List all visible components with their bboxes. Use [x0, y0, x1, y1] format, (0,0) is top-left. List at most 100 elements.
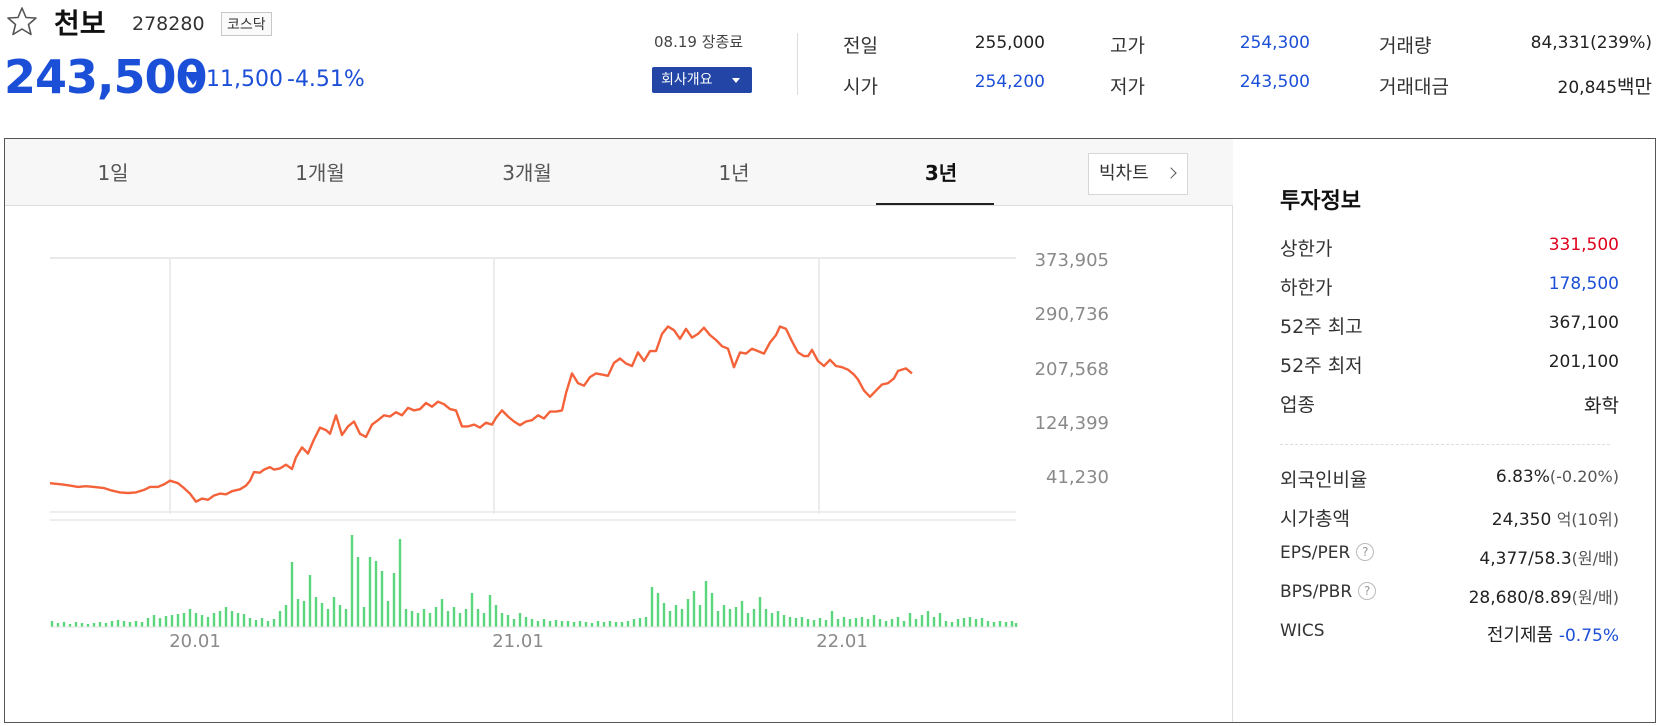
foreign-ratio-change: (-0.20%) [1549, 467, 1619, 486]
volume-bar [596, 621, 600, 627]
volume-bar [968, 617, 972, 627]
header-divider [797, 33, 798, 95]
volume-bar [554, 620, 558, 627]
volume-bar [140, 622, 144, 627]
volume-bar [812, 620, 816, 627]
foreign-ratio-label: 외국인비율 [1280, 469, 1368, 491]
price-line [49, 325, 913, 503]
volume-bar [188, 609, 192, 627]
volume-bar [230, 611, 234, 627]
volume-bar [1004, 622, 1008, 627]
favorite-star-icon[interactable] [6, 6, 38, 36]
volume-bar [482, 613, 486, 627]
volume-bar [932, 617, 936, 627]
volume-bar [236, 613, 240, 627]
tab-1y[interactable]: 1년 [718, 161, 750, 185]
volume-bar [944, 621, 948, 627]
volume-bar [854, 618, 858, 627]
tab-1d[interactable]: 1일 [97, 161, 129, 185]
volume-bar [314, 597, 318, 627]
volume-bar [512, 619, 516, 627]
volume-bar [74, 622, 78, 627]
volume-bar [278, 611, 282, 627]
volume-bar [662, 603, 666, 627]
help-icon[interactable]: ? [1356, 543, 1375, 561]
volume-bar [110, 621, 114, 627]
volume-bar [668, 611, 672, 627]
volume-bar [752, 609, 756, 627]
help-icon[interactable]: ? [1358, 582, 1377, 600]
volume-bar [62, 622, 66, 627]
volume-bar [770, 613, 774, 627]
volume-bar [98, 622, 102, 627]
volume-bar [626, 621, 630, 627]
active-tab-indicator [876, 203, 994, 205]
trade-date-status: 08.19 장종료 [654, 33, 744, 51]
volume-bar [350, 535, 354, 627]
y-tick-label: 207,568 [1035, 359, 1109, 380]
volume-bar [842, 617, 846, 627]
volume-bar [494, 605, 498, 627]
company-overview-button[interactable]: 회사개요 [652, 67, 752, 93]
volume-bar [734, 607, 738, 627]
volume-bar [830, 611, 834, 627]
chart-grid [50, 257, 1016, 521]
price-chart: 373,905 290,736 207,568 124,399 41,230 20.01… [49, 250, 1109, 652]
volume-bar [896, 617, 900, 627]
market-cap-rank: (10위) [1571, 510, 1619, 529]
volume-bar [878, 619, 882, 627]
volume-bar [392, 573, 396, 627]
volume-bar [902, 621, 906, 627]
volume-bar [686, 599, 690, 627]
volume-bar [758, 597, 762, 627]
invest-info-title: 투자정보 [1280, 189, 1361, 214]
amount-label: 거래대금 [1379, 76, 1449, 98]
volume-bar [920, 615, 924, 627]
sector-value[interactable]: 화학 [1584, 395, 1619, 417]
volume-bar [584, 622, 588, 627]
volume-bar [308, 575, 312, 627]
volume-bar [122, 621, 126, 627]
low-value: 243,500 [1239, 72, 1310, 92]
volume-bar [938, 613, 942, 627]
volume-bar [80, 623, 84, 627]
volume-bar [578, 621, 582, 627]
low52-value: 201,100 [1548, 352, 1619, 372]
volume-bar [344, 609, 348, 627]
stock-code: 278280 [132, 13, 205, 35]
volume-bar [590, 623, 594, 627]
volume-bar [566, 621, 570, 627]
foreign-ratio-value: 6.83%(-0.20%) [1495, 467, 1619, 487]
tab-3y[interactable]: 3년 [924, 161, 958, 185]
volume-bar [1010, 621, 1014, 627]
volume-bar [182, 613, 186, 627]
volume-bar [380, 571, 384, 627]
volume-bar [296, 599, 300, 627]
high-label: 고가 [1110, 35, 1145, 57]
volume-bar [698, 605, 702, 627]
volume-bar [1014, 623, 1018, 627]
volume-bar [356, 557, 360, 627]
volume-bar [500, 613, 504, 627]
tab-1m[interactable]: 1개월 [295, 161, 345, 185]
volume-bar [572, 622, 576, 627]
tab-3m[interactable]: 3개월 [502, 161, 552, 185]
big-chart-button[interactable]: 빅차트 [1088, 153, 1188, 195]
volume-bar [536, 621, 540, 627]
volume-bar [206, 617, 210, 627]
volume-bar [416, 613, 420, 627]
volume-bar [926, 611, 930, 627]
price-change-rate: -4.51% [287, 67, 365, 92]
volume-bar [680, 609, 684, 627]
y-tick-label: 41,230 [1046, 467, 1109, 488]
volume-bar [836, 619, 840, 627]
high-value: 254,300 [1239, 33, 1310, 53]
wics-change: -0.75% [1558, 626, 1619, 646]
volume-bar [488, 595, 492, 627]
volume-bar [260, 618, 264, 627]
low-label: 저가 [1110, 76, 1145, 98]
volume-bar [398, 539, 402, 627]
wics-value[interactable]: 전기제품 -0.75% [1486, 625, 1619, 646]
volume-bar [614, 622, 618, 627]
volume-bar [620, 622, 624, 627]
